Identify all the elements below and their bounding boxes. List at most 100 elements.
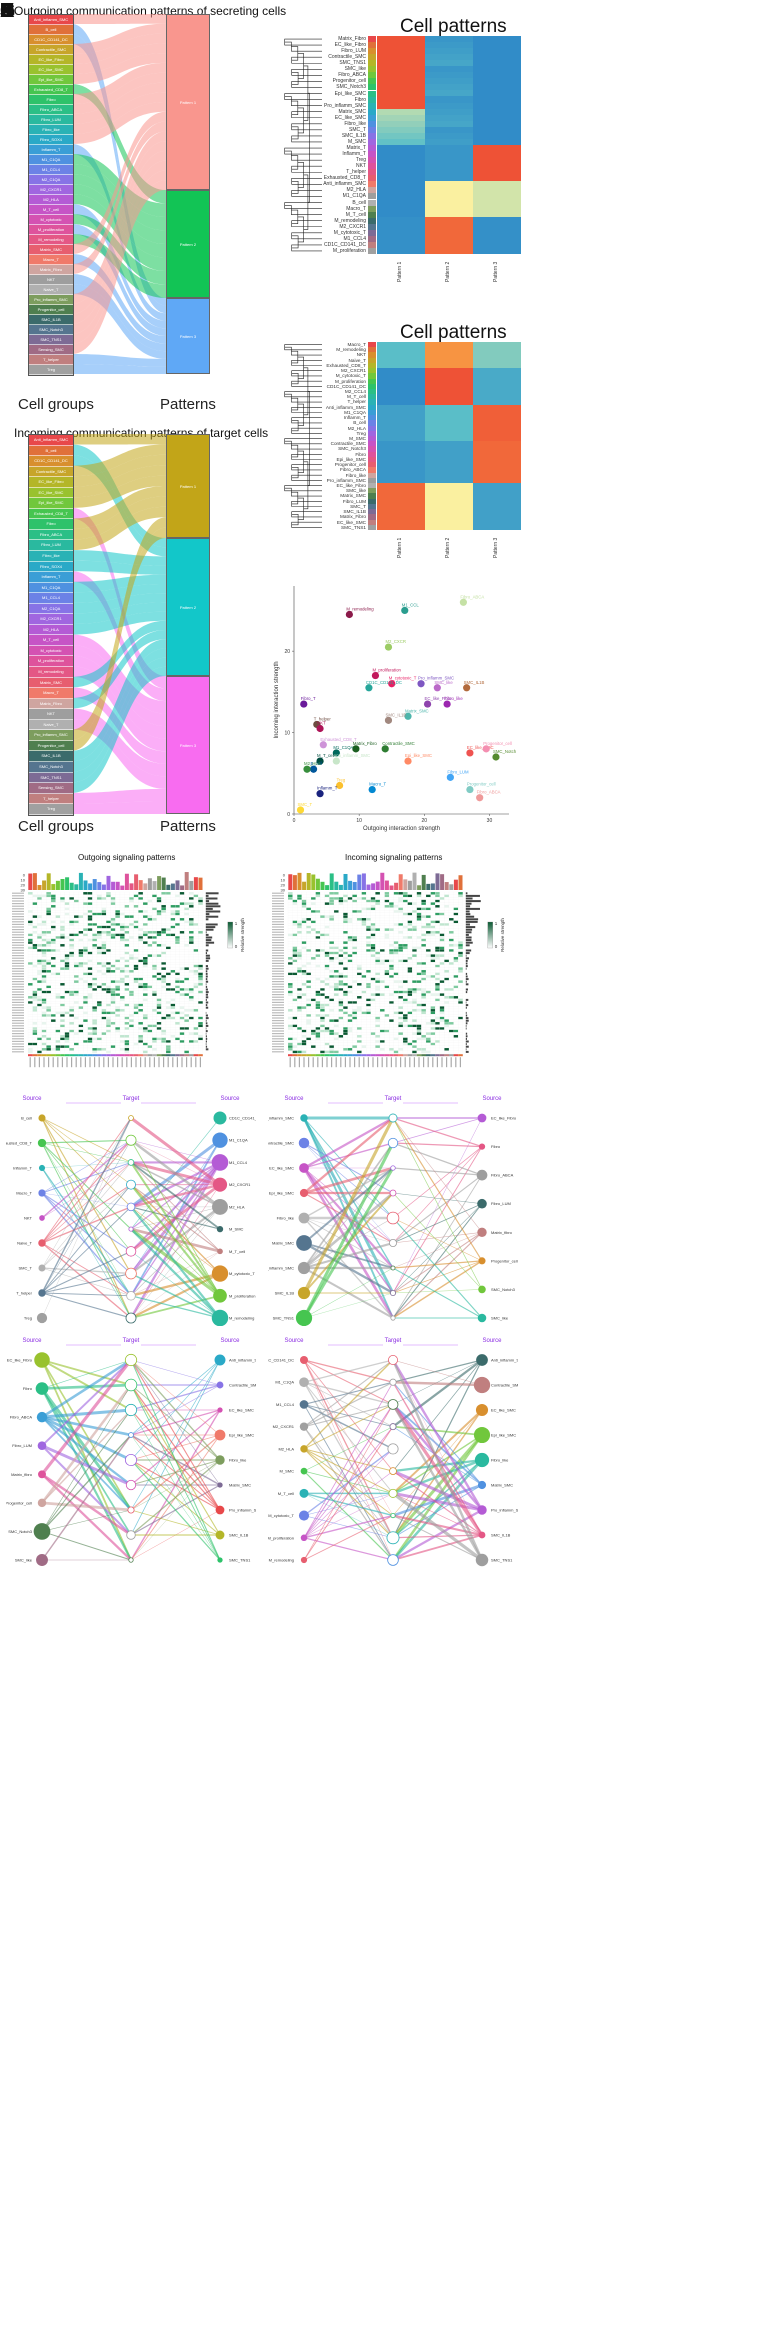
signaling-cell xyxy=(129,1042,134,1046)
signaling-cell xyxy=(73,988,79,991)
signaling-cell xyxy=(175,1042,180,1046)
signaling-cell xyxy=(347,943,353,947)
signaling-cell xyxy=(64,988,70,991)
signaling-cell xyxy=(133,1050,139,1054)
signaling-cell xyxy=(32,969,38,973)
signaling-cell xyxy=(60,949,65,952)
signaling-cell xyxy=(329,907,335,911)
signaling-cell xyxy=(379,910,385,913)
signaling-cell xyxy=(96,915,102,919)
signaling-cell xyxy=(124,933,130,937)
signaling-cell xyxy=(37,985,42,989)
signaling-cell xyxy=(375,964,381,968)
signaling-cell xyxy=(106,988,111,991)
signaling-cell xyxy=(198,990,203,994)
signaling-cell xyxy=(366,936,371,939)
signaling-cell xyxy=(96,938,102,942)
signaling-cell xyxy=(106,907,111,911)
signaling-cell xyxy=(184,894,190,898)
scatter-point xyxy=(492,753,500,761)
signaling-cell xyxy=(198,1024,203,1028)
signaling-cell xyxy=(393,949,399,952)
signaling-cell xyxy=(46,1032,52,1036)
signaling-cell xyxy=(83,1037,88,1041)
signaling-cell xyxy=(435,959,440,963)
signaling-cell xyxy=(124,1027,130,1030)
signaling-cell xyxy=(375,969,381,973)
heatmap-cell xyxy=(377,482,425,489)
signaling-cell xyxy=(198,930,203,934)
alluvial-ribbon xyxy=(72,527,166,751)
signaling-cell xyxy=(46,1050,52,1054)
signaling-cell xyxy=(439,902,445,906)
signaling-cell xyxy=(124,959,130,963)
signaling-cell xyxy=(306,998,312,1002)
heatmap-cell xyxy=(473,48,521,55)
signaling-cell xyxy=(453,985,459,989)
signaling-cell xyxy=(87,946,93,950)
signaling-cell xyxy=(119,928,125,932)
row-color-swatch xyxy=(368,362,376,369)
signaling-cell xyxy=(458,946,463,950)
signaling-cell xyxy=(398,1006,404,1010)
signaling-cell xyxy=(101,954,107,958)
signaling-cell xyxy=(421,995,427,999)
heatmap-cell xyxy=(473,362,521,369)
signaling-cell xyxy=(347,920,353,924)
signaling-cell xyxy=(110,943,116,947)
signaling-cell xyxy=(92,1021,98,1025)
heatmap-cell xyxy=(425,126,473,133)
signaling-cell xyxy=(96,1021,102,1025)
signaling-cell xyxy=(83,982,88,986)
signaling-cell xyxy=(60,1016,65,1020)
signaling-cell xyxy=(27,990,33,994)
signaling-cell xyxy=(361,985,367,989)
panel-letter-b: B xyxy=(0,0,15,22)
signaling-cell xyxy=(324,925,330,929)
signaling-cell xyxy=(324,975,330,978)
signaling-cell xyxy=(324,1001,330,1004)
signaling-cell xyxy=(78,1016,84,1020)
signaling-cell xyxy=(78,923,84,926)
signaling-cell xyxy=(384,956,390,960)
signaling-cell xyxy=(60,1037,65,1041)
signaling-cell xyxy=(50,980,56,984)
signaling-cell xyxy=(37,907,42,911)
signaling-cell xyxy=(92,1027,98,1030)
signaling-cell xyxy=(156,959,162,963)
signaling-cell xyxy=(27,910,33,913)
column-total-bar xyxy=(366,884,371,890)
signaling-cell xyxy=(430,1001,436,1004)
signaling-cell xyxy=(425,977,431,981)
signaling-cell xyxy=(324,964,330,968)
signaling-cell xyxy=(430,897,436,900)
signaling-cell xyxy=(152,899,157,903)
signaling-cell xyxy=(46,946,52,950)
signaling-cell xyxy=(402,923,408,926)
signaling-cell xyxy=(119,1014,125,1017)
signaling-cell xyxy=(439,993,445,997)
signaling-cell xyxy=(87,1047,93,1051)
signaling-cell xyxy=(147,943,153,947)
signaling-cell xyxy=(421,1011,427,1015)
signaling-cell xyxy=(46,941,52,945)
signaling-cell xyxy=(343,959,348,963)
signaling-cell xyxy=(73,904,79,908)
row-total-bar xyxy=(205,954,210,957)
signaling-cell xyxy=(69,1011,75,1015)
signaling-cell xyxy=(115,925,121,929)
signaling-cell xyxy=(152,964,157,968)
signaling-cell xyxy=(142,1011,148,1015)
signaling-cell xyxy=(110,993,116,997)
signaling-cell xyxy=(138,920,144,924)
signaling-cell xyxy=(458,936,463,939)
signaling-cell xyxy=(142,1016,148,1020)
signaling-cell xyxy=(356,1014,362,1017)
signaling-cell xyxy=(453,933,459,937)
signaling-cell xyxy=(412,907,417,911)
signaling-cell xyxy=(41,977,47,981)
signaling-cell xyxy=(398,1003,404,1007)
signaling-cell xyxy=(64,1047,70,1051)
signaling-cell xyxy=(453,1008,459,1012)
row-total-bar xyxy=(205,933,209,936)
